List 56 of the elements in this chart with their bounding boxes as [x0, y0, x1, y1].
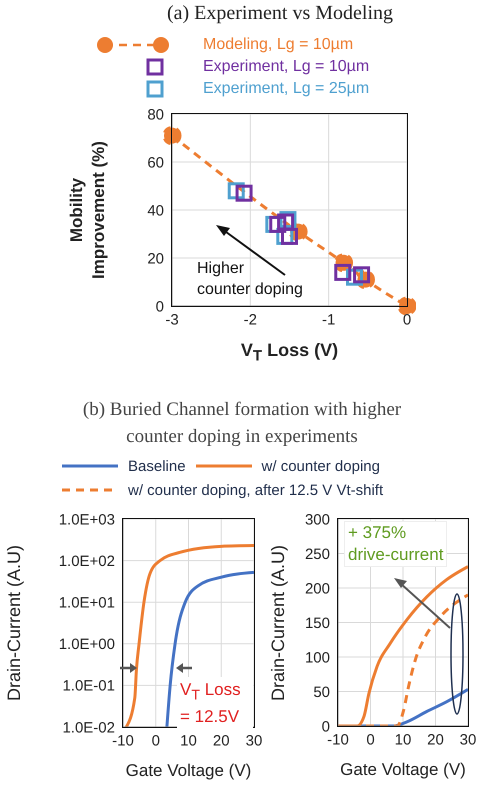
- y-tick-label: 1.0E-02: [62, 719, 115, 736]
- x-tick-label: 0: [402, 312, 412, 329]
- x-tick-label: -3: [165, 312, 179, 329]
- y-tick-label: 60: [147, 154, 164, 172]
- x-tick-label: 20: [212, 732, 230, 750]
- y-axis-title: Drain-Current (A.U): [3, 544, 25, 704]
- x-tick-label: 10: [180, 732, 197, 750]
- x-tick-label: 0: [366, 732, 375, 749]
- y-tick-label: 80: [147, 106, 164, 124]
- point: [269, 216, 286, 233]
- line-series: [165, 570, 254, 727]
- point: [353, 266, 370, 284]
- y-tick-label: 1.0E+00: [58, 636, 115, 654]
- y-tick-label: 50: [313, 684, 330, 701]
- x-tick-label: -2: [244, 312, 258, 329]
- y-tick-label: 200: [304, 580, 330, 598]
- y-axis-title: Mobility Improvement (%): [66, 140, 109, 281]
- legend-label: w/ counter doping: [262, 458, 380, 474]
- text: Experiment, Lg = 25µm: [203, 80, 370, 98]
- y-tick-label: 0: [156, 298, 164, 316]
- x-axis-title: Gate Voltage (V): [339, 760, 467, 780]
- point: [163, 126, 182, 146]
- y-tick-label: 150: [304, 614, 330, 632]
- annotation: Higher counter doping: [197, 259, 303, 300]
- point: [236, 184, 253, 202]
- annotation: V$_{T}$ Loss = 12.5V: [177, 677, 253, 730]
- y-tick-label: 250: [304, 546, 330, 563]
- x-tick-label: 30: [460, 732, 476, 749]
- annotation: + 375% drive-current: [348, 522, 444, 566]
- legend-label: w/ counter doping, after 12.5 V Vt-shift: [128, 482, 384, 498]
- y-tick-label: 1.0E+01: [58, 594, 115, 612]
- legend-label: Baseline: [128, 458, 186, 474]
- y-tick-label: 1.0E+02: [58, 552, 115, 570]
- y-tick-label: 1.0E+03: [58, 511, 115, 528]
- y-axis-title: Drain-Current (A.U): [267, 543, 289, 703]
- x-tick-label: -1: [322, 312, 336, 329]
- y-tick-label: 1.0E-01: [62, 678, 115, 695]
- x-axis-title: Gate Voltage (V): [124, 761, 252, 781]
- point: [281, 228, 298, 245]
- chart-title: (a) Experiment vs Modeling: [166, 2, 394, 25]
- x-tick-label: -10: [112, 732, 134, 750]
- y-tick-label: 0: [322, 718, 330, 736]
- x-tick-label: 10: [394, 732, 412, 749]
- chart-title: (b) Buried Channel formation with higher counter doping in experiments: [82, 398, 402, 449]
- legend-label: Modeling, Lg = 10µm: [203, 36, 354, 54]
- x-axis-title: V$_{T}$ Loss (V): [240, 340, 340, 365]
- y-tick-label: 40: [147, 202, 164, 220]
- point: [334, 264, 352, 281]
- y-tick-label: 100: [304, 649, 330, 666]
- x-tick-label: 30: [246, 732, 262, 750]
- x-tick-label: -10: [327, 732, 349, 749]
- x-tick-label: 20: [427, 732, 444, 749]
- text: Experiment, Lg = 10µm: [203, 58, 370, 76]
- point: [398, 296, 416, 315]
- y-tick-label: 300: [304, 511, 330, 528]
- y-tick-label: 20: [147, 250, 164, 268]
